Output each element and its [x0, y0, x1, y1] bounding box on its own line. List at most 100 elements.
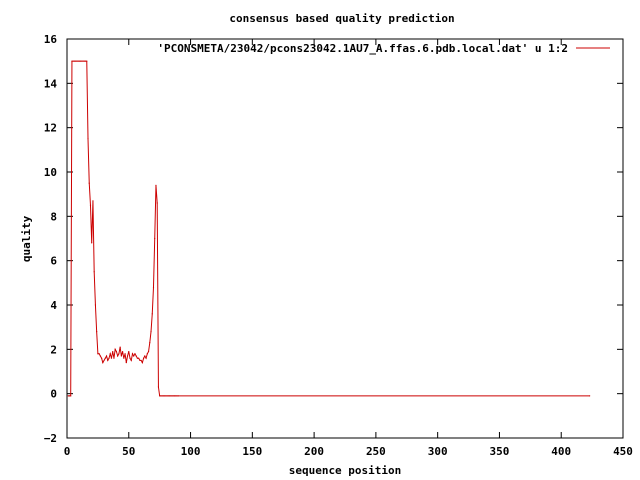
data-point	[135, 355, 137, 357]
x-tick-label: 100	[181, 445, 201, 458]
data-point	[138, 357, 140, 359]
data-point	[175, 395, 177, 397]
data-point	[123, 357, 125, 359]
data-point	[99, 355, 101, 357]
data-point	[139, 359, 141, 362]
x-axis-label: sequence position	[289, 464, 402, 477]
y-tick-label: 2	[50, 343, 57, 356]
data-point	[145, 357, 147, 359]
series-points	[67, 60, 591, 397]
data-point	[126, 355, 129, 357]
x-tick-label: 50	[122, 445, 135, 458]
data-point	[170, 395, 172, 397]
data-point	[78, 60, 80, 62]
data-point	[141, 362, 143, 364]
data-point	[149, 342, 151, 344]
x-tick-label: 450	[613, 445, 633, 458]
data-point	[96, 331, 98, 333]
data-point	[86, 60, 88, 62]
x-tick-label: 0	[64, 445, 71, 458]
y-tick-label: 16	[44, 33, 58, 46]
data-point	[125, 362, 127, 364]
data-point	[81, 60, 83, 62]
x-tick-label: 200	[304, 445, 324, 458]
x-tick-label: 150	[242, 445, 262, 458]
data-point	[98, 353, 100, 355]
data-point	[114, 348, 116, 350]
y-tick-label: 0	[50, 388, 57, 401]
y-tick-label: 4	[50, 299, 57, 312]
y-axis-label: quality	[20, 215, 33, 262]
data-point	[161, 395, 163, 397]
data-point	[159, 395, 161, 397]
data-point	[82, 60, 84, 62]
data-point	[103, 359, 105, 362]
data-point	[70, 395, 72, 397]
y-tick-label: 10	[44, 166, 57, 179]
data-point	[83, 60, 85, 62]
data-point	[115, 350, 118, 353]
data-point	[150, 331, 152, 333]
data-point	[108, 357, 110, 359]
data-point	[164, 395, 166, 397]
data-point	[89, 204, 92, 206]
x-tick-labels: 0 50 100 150 200 250 300 350 400 450	[64, 445, 633, 458]
data-point	[147, 350, 150, 353]
data-point	[84, 60, 87, 62]
data-point	[77, 60, 79, 62]
data-point	[102, 362, 104, 364]
legend: 'PCONSMETA/23042/pcons23042.1AU7_A.ffas.…	[157, 42, 610, 55]
data-point	[171, 395, 173, 397]
data-point	[79, 60, 82, 62]
data-point	[134, 353, 136, 355]
y-tick-label: 8	[50, 210, 57, 223]
series-line	[68, 60, 590, 397]
data-point	[156, 202, 158, 204]
data-point	[119, 346, 121, 348]
data-point	[155, 184, 157, 186]
x-tick-label: 300	[428, 445, 448, 458]
data-point	[68, 395, 71, 397]
data-point	[92, 200, 94, 202]
data-point	[104, 357, 106, 359]
data-point	[128, 350, 130, 353]
data-point	[151, 313, 153, 315]
x-tick-label: 250	[366, 445, 386, 458]
data-point	[120, 355, 122, 357]
chart-title: consensus based quality prediction	[229, 12, 454, 25]
data-point	[131, 353, 134, 355]
data-point	[105, 355, 108, 357]
data-point	[133, 355, 135, 357]
data-point	[157, 386, 160, 388]
data-point	[168, 395, 171, 397]
x-tick-label: 350	[490, 445, 510, 458]
data-point	[144, 355, 146, 357]
data-point	[165, 395, 167, 397]
data-point	[173, 395, 176, 397]
data-point	[124, 353, 126, 355]
data-point	[130, 359, 132, 362]
data-point	[589, 395, 591, 397]
data-point	[113, 357, 115, 359]
data-point	[73, 60, 76, 62]
data-point	[72, 60, 74, 62]
data-point	[88, 182, 90, 184]
data-point	[94, 304, 97, 306]
data-point	[177, 395, 179, 397]
legend-label: 'PCONSMETA/23042/pcons23042.1AU7_A.ffas.…	[157, 42, 568, 55]
data-point	[93, 271, 95, 273]
y-tick-label: 12	[44, 122, 57, 135]
data-point	[136, 357, 139, 359]
data-point	[109, 353, 111, 355]
data-point	[112, 350, 114, 353]
data-point	[71, 60, 73, 62]
data-point	[146, 353, 148, 355]
data-point	[75, 60, 77, 62]
data-point	[154, 237, 156, 240]
data-point	[160, 395, 162, 397]
y-tick-labels: −2 0 2 4 6 8 10 12 14 16	[44, 33, 58, 445]
data-point	[167, 395, 169, 397]
data-point	[129, 357, 131, 359]
axis-ticks	[66, 38, 624, 439]
